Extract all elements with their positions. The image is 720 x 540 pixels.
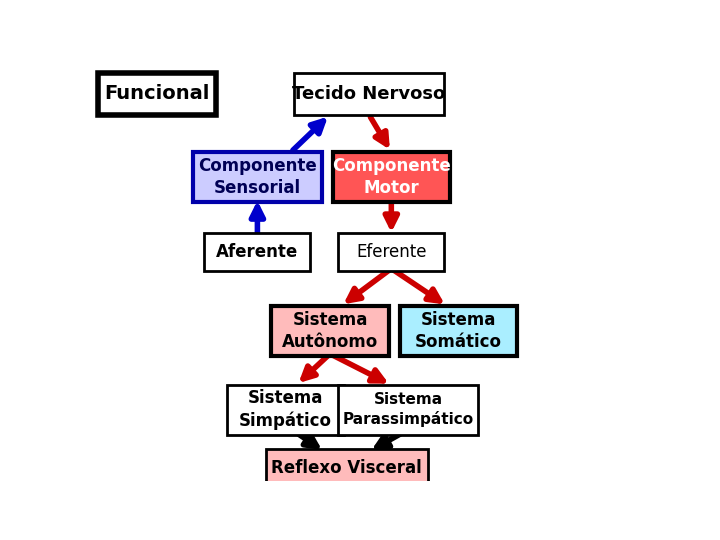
Text: Eferente: Eferente xyxy=(356,243,426,261)
Text: Sistema
Simpático: Sistema Simpático xyxy=(239,389,332,430)
Text: Componente
Sensorial: Componente Sensorial xyxy=(198,157,317,197)
FancyBboxPatch shape xyxy=(338,233,444,271)
Text: Funcional: Funcional xyxy=(104,84,210,103)
FancyBboxPatch shape xyxy=(99,73,215,114)
FancyBboxPatch shape xyxy=(193,152,322,202)
Text: Reflexo Visceral: Reflexo Visceral xyxy=(271,459,422,477)
FancyBboxPatch shape xyxy=(294,73,444,114)
FancyBboxPatch shape xyxy=(266,449,428,487)
Text: Sistema
Parassimpático: Sistema Parassimpático xyxy=(343,393,474,427)
FancyBboxPatch shape xyxy=(338,385,478,435)
Text: Componente
Motor: Componente Motor xyxy=(332,157,451,197)
Text: Sistema
Autônomo: Sistema Autônomo xyxy=(282,311,378,351)
FancyBboxPatch shape xyxy=(333,152,450,202)
FancyBboxPatch shape xyxy=(227,385,344,435)
FancyBboxPatch shape xyxy=(271,306,389,356)
Text: Aferente: Aferente xyxy=(216,243,299,261)
Text: Tecido Nervoso: Tecido Nervoso xyxy=(292,85,446,103)
Text: Sistema
Somático: Sistema Somático xyxy=(415,311,502,351)
FancyBboxPatch shape xyxy=(400,306,517,356)
FancyBboxPatch shape xyxy=(204,233,310,271)
